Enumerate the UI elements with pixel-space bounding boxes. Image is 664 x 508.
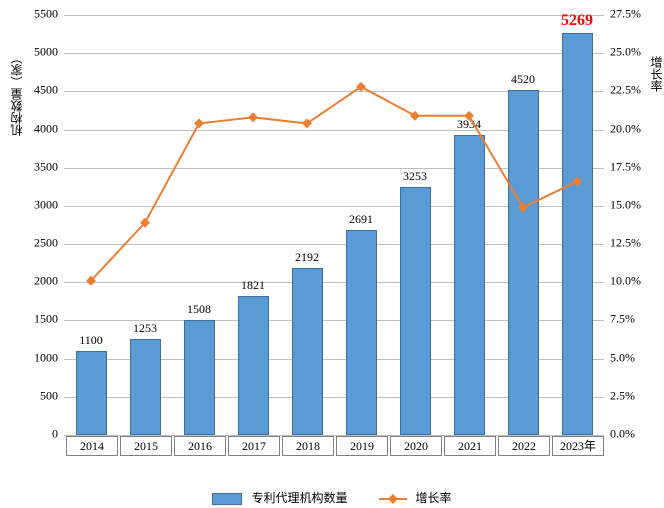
line-marker bbox=[410, 111, 420, 121]
y-left-tick: 0 bbox=[24, 427, 58, 442]
legend: 专利代理机构数量 增长率 bbox=[0, 489, 664, 506]
legend-bar-label: 专利代理机构数量 bbox=[251, 491, 347, 505]
x-tick: 2020 bbox=[390, 436, 442, 456]
y-left-tick: 4500 bbox=[24, 83, 58, 98]
x-tick: 2014 bbox=[66, 436, 118, 456]
line-marker bbox=[248, 112, 258, 122]
chart-container: 1100125315081821219226913253393445205269… bbox=[0, 0, 664, 508]
legend-swatch-line bbox=[379, 494, 407, 504]
y-right-tick: 27.5% bbox=[610, 7, 641, 22]
x-tick: 2015 bbox=[120, 436, 172, 456]
legend-item-bars: 专利代理机构数量 bbox=[212, 489, 347, 506]
y-right-tick: 22.5% bbox=[610, 83, 641, 98]
y-left-tick: 3500 bbox=[24, 159, 58, 174]
y-left-tick: 2000 bbox=[24, 274, 58, 289]
y-right-tick: 20.0% bbox=[610, 121, 641, 136]
x-tick: 2021 bbox=[444, 436, 496, 456]
x-tick: 2023年 bbox=[552, 436, 604, 456]
line-layer bbox=[64, 15, 604, 435]
y-left-tick: 3000 bbox=[24, 197, 58, 212]
plot-area: 1100125315081821219226913253393445205269 bbox=[64, 14, 604, 435]
x-tick: 2016 bbox=[174, 436, 226, 456]
y-right-tick: 2.5% bbox=[610, 388, 635, 403]
y-right-tick: 15.0% bbox=[610, 197, 641, 212]
y-right-tick: 17.5% bbox=[610, 159, 641, 174]
y-right-tick: 7.5% bbox=[610, 312, 635, 327]
y-right-tick: 25.0% bbox=[610, 45, 641, 60]
y-left-tick: 1000 bbox=[24, 350, 58, 365]
legend-swatch-bar bbox=[212, 493, 242, 505]
legend-line-label: 增长率 bbox=[416, 491, 452, 505]
x-tick: 2019 bbox=[336, 436, 388, 456]
line-marker bbox=[572, 177, 582, 187]
y-left-tick: 5000 bbox=[24, 45, 58, 60]
legend-item-line: 增长率 bbox=[379, 489, 452, 506]
y-right-tick: 0.0% bbox=[610, 427, 635, 442]
line-marker bbox=[464, 111, 474, 121]
y-left-tick: 5500 bbox=[24, 7, 58, 22]
y-left-tick: 2500 bbox=[24, 236, 58, 251]
y-axis-left-title: 机构数量（家） bbox=[8, 34, 25, 154]
line-marker bbox=[518, 202, 528, 212]
x-tick: 2017 bbox=[228, 436, 280, 456]
y-right-tick: 12.5% bbox=[610, 236, 641, 251]
y-left-tick: 1500 bbox=[24, 312, 58, 327]
y-left-tick: 4000 bbox=[24, 121, 58, 136]
x-tick: 2022 bbox=[498, 436, 550, 456]
y-axis-right-title: 增长率 bbox=[648, 34, 664, 114]
x-tick: 2018 bbox=[282, 436, 334, 456]
y-right-tick: 5.0% bbox=[610, 350, 635, 365]
y-left-tick: 500 bbox=[24, 388, 58, 403]
y-right-tick: 10.0% bbox=[610, 274, 641, 289]
line-marker bbox=[194, 118, 204, 128]
